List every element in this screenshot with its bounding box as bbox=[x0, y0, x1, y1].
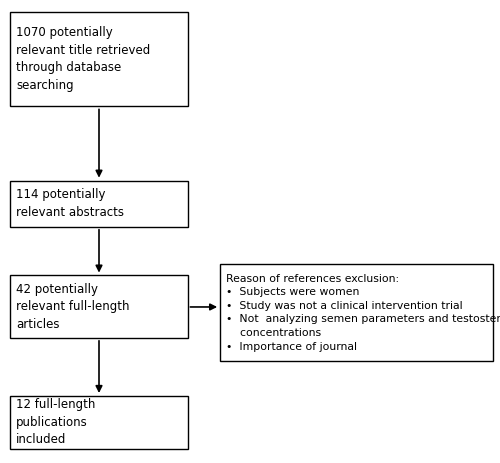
FancyBboxPatch shape bbox=[10, 275, 188, 338]
FancyBboxPatch shape bbox=[220, 264, 492, 361]
Text: 114 potentially
relevant abstracts: 114 potentially relevant abstracts bbox=[16, 188, 124, 219]
Text: 1070 potentially
relevant title retrieved
through database
searching: 1070 potentially relevant title retrieve… bbox=[16, 26, 150, 92]
Text: Reason of references exclusion:
•  Subjects were women
•  Study was not a clinic: Reason of references exclusion: • Subjec… bbox=[226, 274, 500, 351]
Text: 12 full-length
publications
included: 12 full-length publications included bbox=[16, 399, 96, 446]
FancyBboxPatch shape bbox=[10, 181, 188, 227]
Text: 42 potentially
relevant full-length
articles: 42 potentially relevant full-length arti… bbox=[16, 283, 130, 331]
FancyBboxPatch shape bbox=[10, 396, 188, 449]
FancyBboxPatch shape bbox=[10, 12, 188, 106]
